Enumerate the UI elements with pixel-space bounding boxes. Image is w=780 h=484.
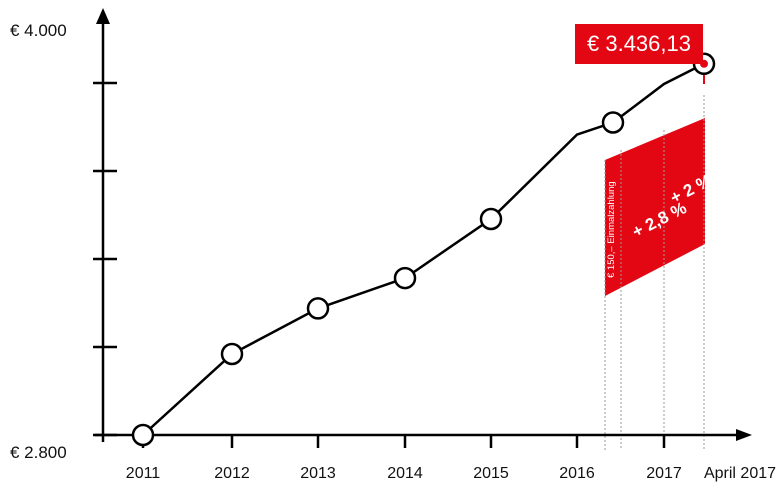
x-tick-label: 2012 (214, 465, 250, 482)
x-tick-label: 2011 (126, 465, 161, 482)
x-tick-label: April 2017 (704, 465, 776, 482)
x-tick-label: 2013 (300, 465, 336, 482)
x-tick-label: 2015 (473, 465, 509, 482)
x-tick-label: 2014 (387, 465, 423, 482)
y-label-top: € 4.000 (10, 21, 67, 40)
data-point (479, 207, 503, 231)
x-tick-label: 2016 (559, 465, 595, 482)
data-point (601, 111, 625, 134)
data-point (131, 423, 155, 447)
band-note: € 150,– Einmalzahlung (606, 181, 617, 278)
highlight-value-callout: € 3.436,13 (575, 24, 703, 64)
raise-band (605, 118, 705, 296)
x-tick-label: 2017 (646, 465, 682, 482)
y-axis-arrow (96, 8, 110, 24)
y-label-bottom: € 2.800 (10, 443, 67, 462)
data-point (393, 266, 417, 290)
data-point (220, 342, 244, 366)
data-point (306, 297, 330, 320)
x-axis-arrow (736, 429, 752, 441)
